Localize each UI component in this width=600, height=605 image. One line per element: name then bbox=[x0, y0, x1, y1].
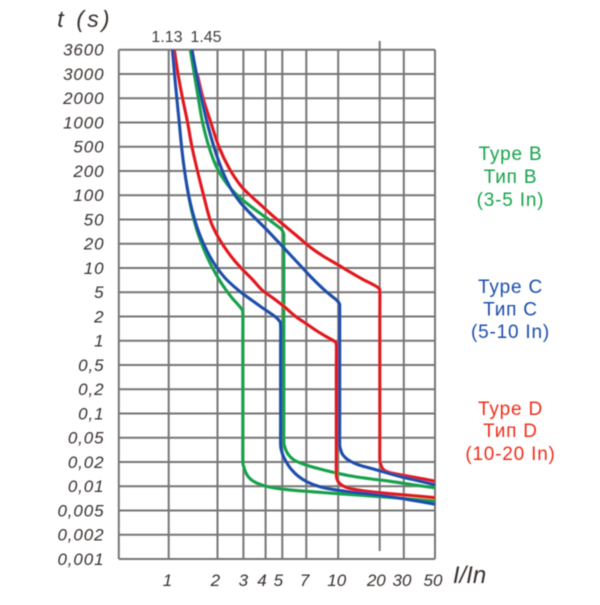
svg-text:Тип D: Тип D bbox=[483, 421, 538, 442]
svg-text:0,02: 0,02 bbox=[68, 453, 105, 472]
svg-text:2000: 2000 bbox=[62, 89, 104, 108]
svg-text:20: 20 bbox=[83, 235, 105, 254]
svg-text:Type B: Type B bbox=[479, 144, 543, 165]
svg-text:0,1: 0,1 bbox=[78, 404, 104, 423]
svg-text:1: 1 bbox=[163, 571, 172, 590]
svg-text:5: 5 bbox=[274, 571, 284, 590]
svg-text:0,01: 0,01 bbox=[68, 477, 105, 496]
svg-text:0,05: 0,05 bbox=[68, 429, 105, 448]
svg-text:Type C: Type C bbox=[478, 277, 543, 298]
svg-text:0,002: 0,002 bbox=[57, 526, 104, 545]
svg-text:10: 10 bbox=[327, 571, 346, 590]
svg-text:t (s): t (s) bbox=[57, 6, 113, 32]
svg-text:2: 2 bbox=[210, 571, 221, 590]
svg-text:Тип B: Тип B bbox=[484, 167, 538, 188]
svg-text:Type D: Type D bbox=[478, 399, 543, 420]
svg-text:0,5: 0,5 bbox=[78, 356, 104, 375]
svg-text:4: 4 bbox=[257, 571, 266, 590]
svg-text:0,001: 0,001 bbox=[57, 550, 104, 569]
svg-text:200: 200 bbox=[72, 162, 104, 181]
svg-text:2: 2 bbox=[93, 307, 104, 326]
svg-text:3600: 3600 bbox=[63, 41, 104, 60]
svg-text:3: 3 bbox=[239, 571, 249, 590]
svg-text:1.13: 1.13 bbox=[151, 29, 182, 46]
svg-text:Тип C: Тип C bbox=[483, 299, 538, 320]
svg-text:I/In: I/In bbox=[453, 562, 486, 589]
svg-text:500: 500 bbox=[73, 138, 104, 157]
svg-text:(3-5 In): (3-5 In) bbox=[477, 190, 545, 211]
svg-text:7: 7 bbox=[300, 571, 310, 590]
svg-text:1: 1 bbox=[94, 332, 104, 351]
svg-text:1000: 1000 bbox=[63, 113, 104, 132]
svg-text:30: 30 bbox=[393, 571, 412, 590]
svg-text:50: 50 bbox=[84, 210, 105, 229]
svg-text:(5-10 In): (5-10 In) bbox=[471, 322, 550, 343]
svg-text:0,005: 0,005 bbox=[57, 501, 104, 520]
svg-text:100: 100 bbox=[73, 186, 104, 205]
svg-text:3000: 3000 bbox=[63, 65, 104, 84]
svg-text:10: 10 bbox=[84, 259, 105, 278]
svg-text:5: 5 bbox=[94, 283, 104, 302]
svg-text:20: 20 bbox=[366, 571, 386, 590]
svg-text:50: 50 bbox=[424, 571, 443, 590]
svg-text:(10-20 In): (10-20 In) bbox=[465, 444, 555, 465]
svg-text:0,2: 0,2 bbox=[78, 380, 104, 399]
svg-text:1.45: 1.45 bbox=[190, 29, 221, 46]
